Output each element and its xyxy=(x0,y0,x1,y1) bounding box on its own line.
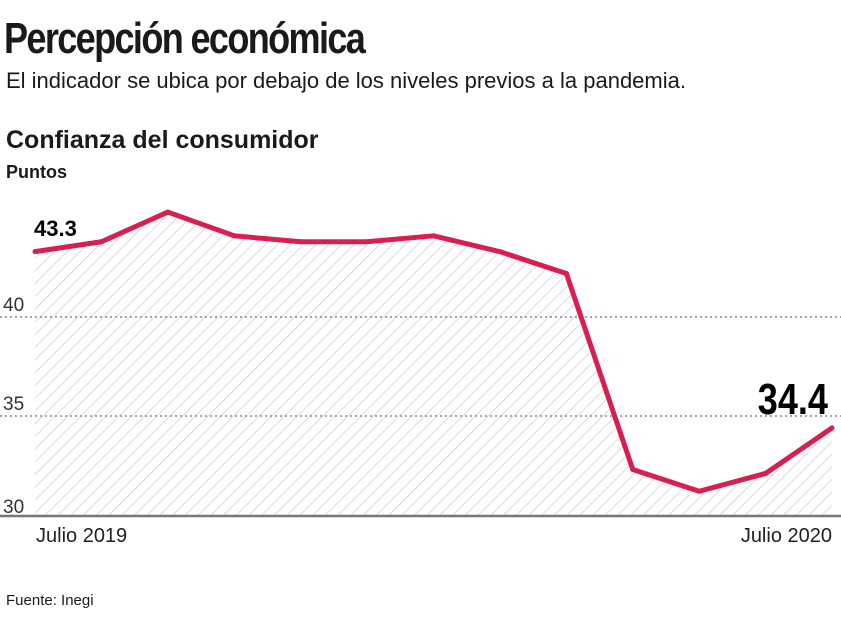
data-point-3 xyxy=(231,233,237,239)
y-axis-label: Puntos xyxy=(6,162,67,182)
data-point-2 xyxy=(165,209,171,215)
data-point-0 xyxy=(32,249,38,255)
y-tick-label: 35 xyxy=(3,394,24,415)
data-point-12 xyxy=(829,425,835,431)
data-label-first: 43.3 xyxy=(34,216,77,241)
y-tick-label: 30 xyxy=(3,497,24,518)
data-point-1 xyxy=(98,239,104,245)
data-point-6 xyxy=(431,233,436,239)
data-point-8 xyxy=(563,270,569,276)
data-point-10 xyxy=(696,488,702,494)
data-point-5 xyxy=(364,239,370,245)
data-label-last: 34.4 xyxy=(758,375,829,424)
chart-title: Confianza del consumidor xyxy=(6,126,319,154)
subtitle: El indicador se ubica por debajo de los … xyxy=(6,68,686,93)
y-tick-label: 40 xyxy=(3,295,24,316)
data-point-11 xyxy=(763,470,769,476)
x-tick-label: Julio 2019 xyxy=(36,525,127,547)
data-point-7 xyxy=(497,249,503,255)
source-note: Fuente: Inegi xyxy=(6,592,94,609)
data-point-4 xyxy=(298,239,304,245)
area-fill xyxy=(35,212,832,515)
x-tick-label: Julio 2020 xyxy=(741,525,832,547)
page-title: Percepción económica xyxy=(4,14,366,63)
data-point-9 xyxy=(630,466,636,472)
